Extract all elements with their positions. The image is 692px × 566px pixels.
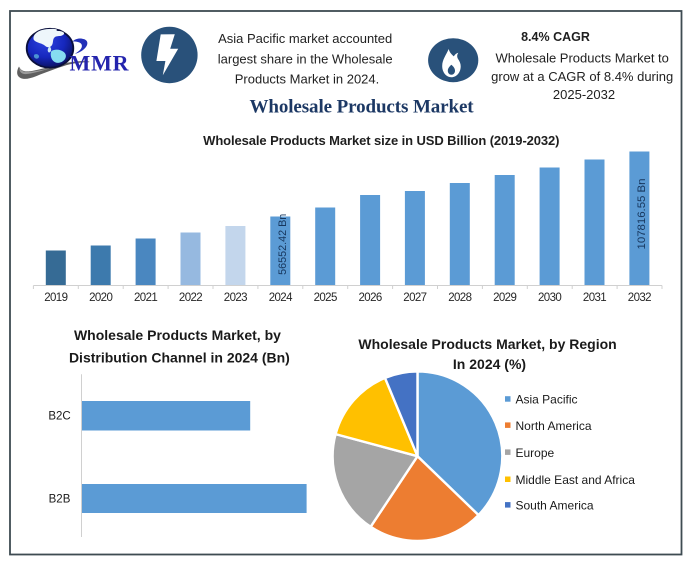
svg-text:2025: 2025: [314, 292, 337, 304]
svg-text:2032: 2032: [628, 292, 651, 304]
svg-text:Asia Pacific market accounted: Asia Pacific market accounted largest sh…: [218, 31, 397, 86]
svg-text:2031: 2031: [583, 292, 606, 304]
svg-text:Wholesale Products Market size: Wholesale Products Market size in USD Bi…: [203, 133, 559, 148]
svg-text:2022: 2022: [179, 292, 202, 304]
svg-text:MMR: MMR: [70, 51, 130, 76]
svg-text:Wholesale Products Market, by: Wholesale Products Market, by Distributi…: [69, 327, 290, 365]
svg-text:Wholesale Products Market: Wholesale Products Market: [249, 97, 474, 118]
svg-text:2030: 2030: [538, 292, 561, 304]
svg-text:B2B: B2B: [49, 494, 71, 506]
svg-text:107816.55 Bn: 107816.55 Bn: [636, 179, 648, 250]
svg-text:Middle East and Africa: Middle East and Africa: [516, 473, 636, 487]
svg-text:8.4% CAGR: 8.4% CAGR: [521, 30, 590, 44]
svg-text:2026: 2026: [359, 292, 382, 304]
svg-text:2021: 2021: [134, 292, 157, 304]
svg-text:2023: 2023: [224, 292, 247, 304]
svg-text:2024: 2024: [269, 292, 293, 304]
svg-text:Wholesale Products Market, by: Wholesale Products Market, by Region In …: [358, 336, 620, 372]
svg-text:B2C: B2C: [48, 411, 70, 423]
svg-text:North America: North America: [516, 419, 592, 433]
svg-text:2028: 2028: [448, 292, 471, 304]
svg-text:2027: 2027: [403, 292, 426, 304]
svg-text:Wholesale Products Market to: Wholesale Products Market to grow at a C…: [491, 51, 677, 102]
svg-text:2029: 2029: [493, 292, 516, 304]
svg-text:South America: South America: [516, 499, 594, 513]
svg-text:Asia Pacific: Asia Pacific: [516, 393, 578, 407]
svg-text:56552.42 Bn: 56552.42 Bn: [277, 214, 289, 275]
svg-text:2019: 2019: [44, 292, 67, 304]
svg-text:2020: 2020: [89, 292, 112, 304]
svg-text:Europe: Europe: [516, 446, 555, 460]
